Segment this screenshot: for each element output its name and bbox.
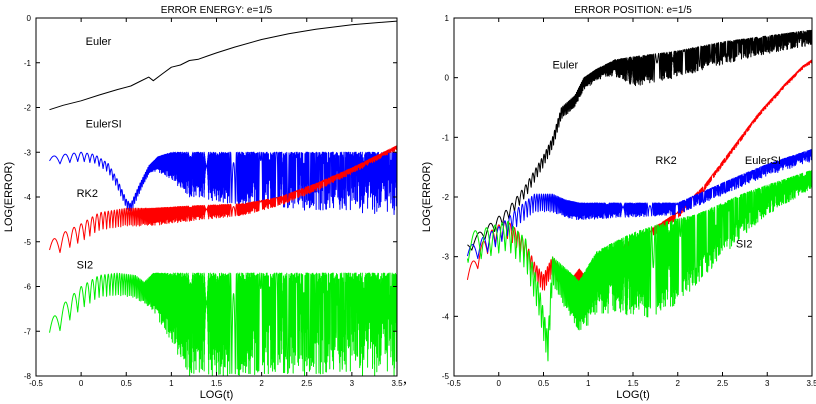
y-axis-label: LOG(ERROR): [3, 162, 15, 232]
series-line-RK2: [49, 145, 397, 254]
chart-title: ERROR ENERGY: e=1/5: [161, 5, 273, 16]
y-tick-label: -3: [442, 253, 450, 262]
series-annotation-Euler: Euler: [86, 36, 112, 48]
x-tick-label: 0.5: [538, 379, 550, 388]
series-annotation-EulerSI: EulerSI: [86, 119, 122, 131]
y-tick-label: 0: [445, 74, 450, 83]
series-line-Euler: [49, 20, 397, 111]
series-line-Euler: [467, 29, 812, 251]
series-group: [466, 29, 812, 362]
y-tick-label: -6: [24, 283, 32, 292]
y-tick-label: -1: [442, 133, 450, 142]
chart-panel-2: -0.5 0 0.5 1 1.5 2 2.5 3 3.5 -5 -4 -3 -2 -1 0 1 ERROR PO…: [421, 5, 816, 401]
x-tick-label: 0.5: [121, 379, 133, 388]
y-axis-label: LOG(ERROR): [421, 162, 433, 232]
x-tick-label: 1.5: [211, 379, 223, 388]
y-tick-label: -2: [24, 104, 32, 113]
series-line-SI2: [49, 272, 397, 376]
x-tick-label: 3: [765, 379, 770, 388]
x-tick-label: 0: [79, 379, 84, 388]
x-tick-label: 2: [259, 379, 264, 388]
y-tick-label: -3: [24, 148, 32, 157]
x-tick-label: 3: [350, 379, 355, 388]
y-tick-label: -7: [24, 327, 32, 336]
x-tick-label: 1: [169, 379, 174, 388]
y-tick-label: -4: [442, 312, 450, 321]
x-tick-label: -0.5: [447, 379, 461, 388]
y-tick-label: -8: [24, 372, 32, 381]
separator-comma: ,: [403, 370, 407, 387]
series-annotation-SI2: SI2: [736, 239, 753, 251]
y-tick-label: -5: [442, 372, 450, 381]
x-tick-label: 0: [497, 379, 502, 388]
series-annotation-Euler: Euler: [552, 60, 578, 72]
x-axis-label: LOG(t): [616, 389, 650, 401]
x-tick-label: 3.5: [806, 379, 816, 388]
y-tick-label: 0: [27, 14, 32, 23]
chart-panel-1: -0.5 0 0.5 1 1.5 2 2.5 3 3.5 -8 -7 -6 -5 -4 -3 -2 -1 0 ERR…: [3, 5, 403, 401]
x-tick-label: 2: [676, 379, 681, 388]
y-tick-label: -1: [24, 59, 32, 68]
series-group: [49, 20, 397, 376]
y-tick-label: -2: [442, 193, 450, 202]
series-annotation-RK2: RK2: [655, 155, 676, 167]
series-line-SI2: [466, 170, 812, 362]
series-annotation-EulerSI: EulerSI: [745, 155, 781, 167]
series-line-EulerSI: [49, 151, 397, 216]
series-annotation-RK2: RK2: [77, 188, 98, 200]
y-tick-label: -5: [24, 238, 32, 247]
x-tick-label: 2.5: [717, 379, 729, 388]
x-tick-label: -0.5: [29, 379, 43, 388]
y-tick-label: 1: [445, 14, 450, 23]
x-tick-label: 3.5: [391, 379, 403, 388]
series-annotation-SI2: SI2: [77, 260, 94, 272]
y-tick-label: -4: [24, 193, 32, 202]
chart-title: ERROR POSITION: e=1/5: [574, 5, 692, 16]
x-tick-label: 2.5: [301, 379, 313, 388]
x-tick-label: 1: [586, 379, 591, 388]
x-tick-label: 1.5: [627, 379, 639, 388]
series-line-EulerSI: [466, 149, 812, 260]
x-axis-label: LOG(t): [200, 389, 234, 401]
